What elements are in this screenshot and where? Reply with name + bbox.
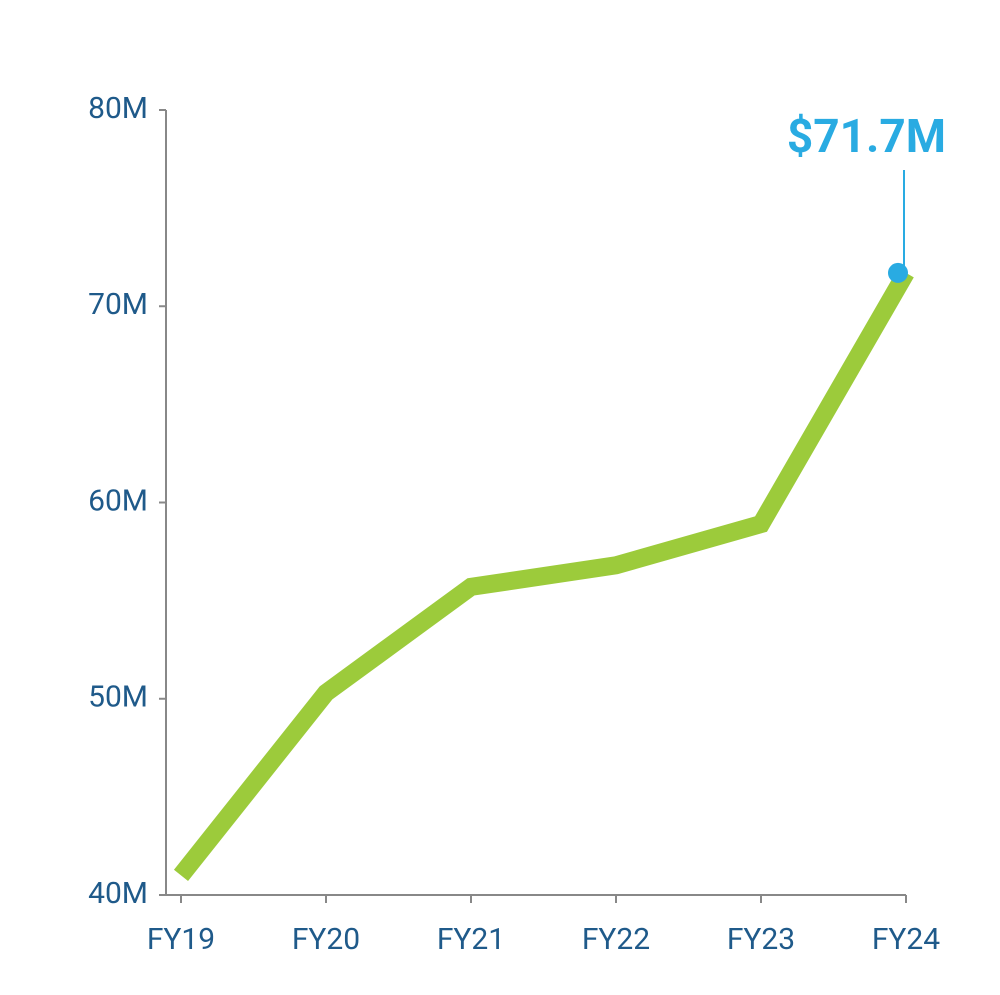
- x-tick-label: FY20: [292, 922, 360, 957]
- x-tick-label: FY19: [147, 922, 215, 957]
- x-tick-label: FY22: [582, 922, 650, 957]
- x-tick-label: FY21: [437, 922, 505, 957]
- x-tick-label: FY23: [727, 922, 795, 957]
- y-tick-label: 70M: [88, 287, 148, 322]
- y-tick-label: 80M: [88, 91, 148, 126]
- y-tick-label: 60M: [88, 483, 148, 518]
- y-tick-label: 50M: [88, 680, 148, 715]
- value-label: $71.7M: [787, 110, 946, 164]
- x-tick-label: FY24: [872, 922, 940, 957]
- highlight-point: [888, 262, 908, 283]
- y-tick-label: 40M: [88, 876, 148, 911]
- data-line: [173, 268, 914, 881]
